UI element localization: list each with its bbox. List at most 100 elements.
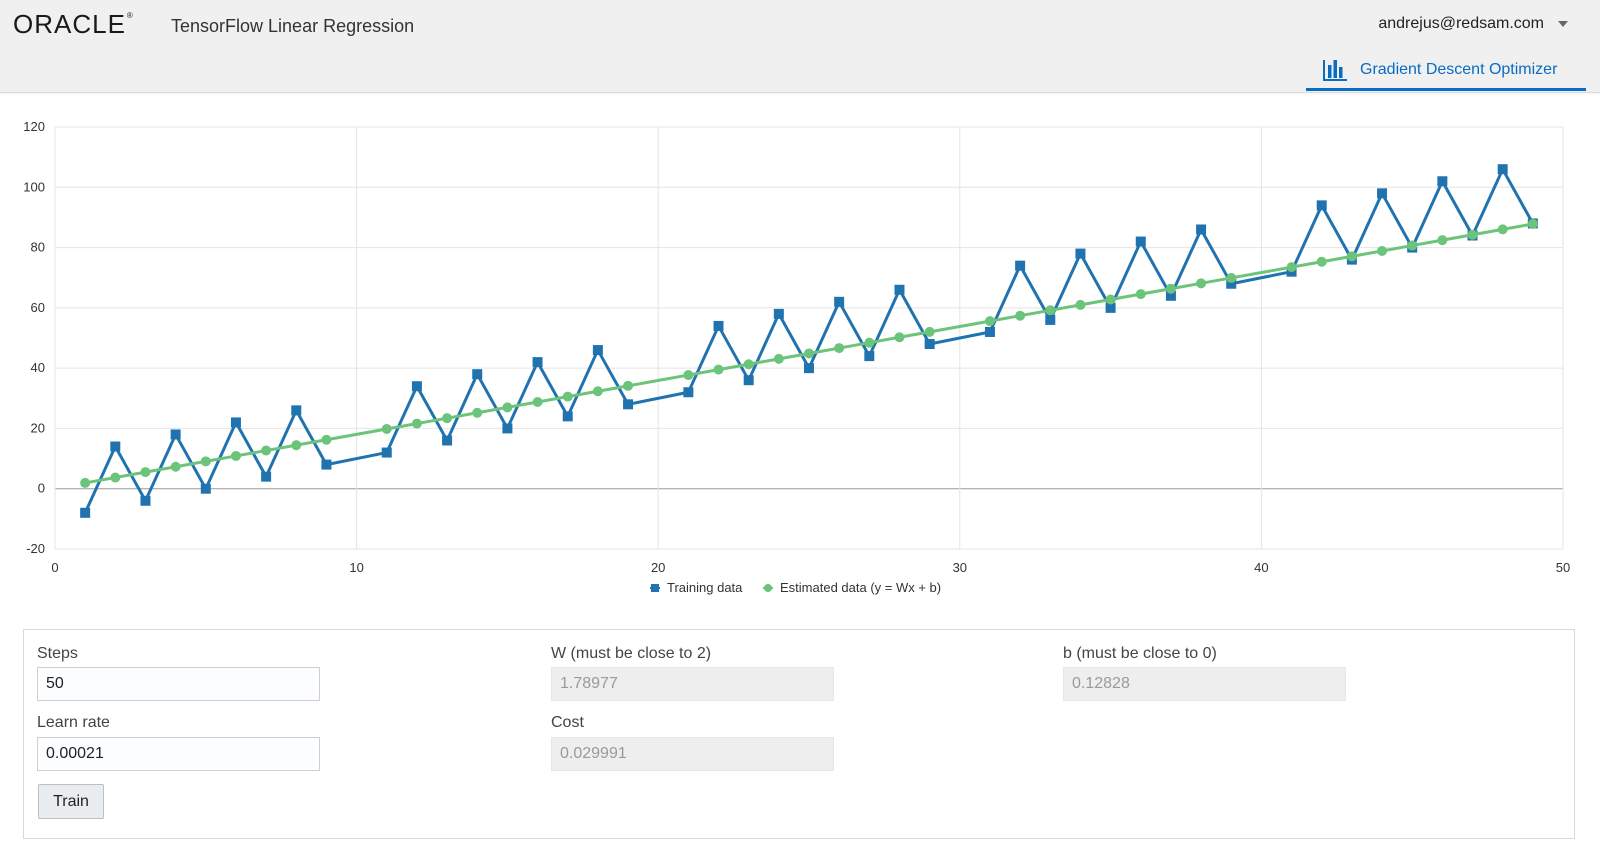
estimated-point xyxy=(1467,229,1478,240)
training-point xyxy=(170,429,181,440)
estimated-point xyxy=(1377,245,1388,256)
cost-output xyxy=(551,737,834,771)
estimated-point xyxy=(442,413,453,424)
steps-input[interactable] xyxy=(37,667,320,701)
estimated-point xyxy=(1135,289,1146,300)
bar-chart-icon xyxy=(1323,60,1347,81)
oracle-logo: ORACLE® xyxy=(13,9,134,39)
estimated-point xyxy=(804,348,814,359)
training-point xyxy=(472,369,483,380)
app-header: ORACLE® TensorFlow Linear Regression and… xyxy=(0,0,1600,93)
estimated-point xyxy=(984,316,995,327)
training-point xyxy=(592,345,603,356)
steps-label: Steps xyxy=(37,645,78,662)
training-line xyxy=(83,167,1535,514)
training-point xyxy=(773,308,784,319)
training-point xyxy=(291,405,302,416)
estimated-point xyxy=(623,380,634,391)
estimated-point xyxy=(562,391,573,402)
training-point xyxy=(924,339,935,350)
user-menu[interactable]: andrejus@redsam.com xyxy=(1378,15,1568,33)
training-point xyxy=(1497,164,1508,175)
estimated-point xyxy=(230,450,241,461)
y-tick-label: 40 xyxy=(31,360,45,375)
training-point xyxy=(1196,224,1207,235)
training-point xyxy=(1105,302,1116,313)
estimated-point xyxy=(1346,251,1357,262)
training-point xyxy=(1135,236,1146,247)
training-point xyxy=(562,411,573,422)
estimated-point xyxy=(1015,310,1026,321)
training-point xyxy=(894,284,905,295)
estimated-point xyxy=(472,407,483,418)
estimated-point xyxy=(291,440,302,451)
training-point xyxy=(1075,248,1086,259)
y-tick-label: 100 xyxy=(23,179,45,194)
training-point xyxy=(381,447,392,458)
b-label: b (must be close to 0) xyxy=(1063,645,1217,662)
estimated-point xyxy=(261,445,272,456)
b-output xyxy=(1063,667,1346,701)
chart-svg: -20 0 20 40 60 80 100 120 0 10 20 30 40 50 Training da… xyxy=(23,119,1570,595)
estimated-point xyxy=(381,423,392,434)
estimated-point xyxy=(532,397,543,408)
legend-estimated-marker xyxy=(764,584,772,592)
y-tick-label: 20 xyxy=(31,420,45,435)
y-tick-label: 60 xyxy=(31,300,45,315)
x-tick-label: 10 xyxy=(349,560,363,575)
training-point xyxy=(261,471,272,482)
estimated-point xyxy=(502,402,513,413)
training-point xyxy=(140,495,151,506)
training-point xyxy=(411,381,422,392)
y-tick-label: 80 xyxy=(31,240,45,255)
estimated-point xyxy=(592,386,603,397)
user-email: andrejus@redsam.com xyxy=(1378,15,1544,32)
estimated-point xyxy=(1226,272,1237,283)
x-tick-label: 40 xyxy=(1254,560,1268,575)
estimated-point xyxy=(1105,294,1116,305)
estimated-point xyxy=(713,364,724,375)
estimated-point xyxy=(200,456,211,467)
estimated-point xyxy=(1075,299,1086,310)
train-button[interactable]: Train xyxy=(38,784,104,819)
app-title: TensorFlow Linear Regression xyxy=(171,16,415,36)
estimated-point xyxy=(683,370,694,381)
cost-label: Cost xyxy=(551,714,584,731)
estimated-point xyxy=(1437,235,1448,246)
training-point xyxy=(713,320,724,331)
training-point xyxy=(1377,188,1388,199)
y-tick-label: -20 xyxy=(26,541,45,556)
training-point xyxy=(1316,200,1327,211)
training-point xyxy=(743,375,754,386)
caret-down-icon xyxy=(1558,21,1568,27)
tab-gradient-descent-optimizer[interactable]: Gradient Descent Optimizer xyxy=(1306,52,1586,91)
estimated-point xyxy=(743,359,754,370)
training-point xyxy=(1015,260,1026,271)
x-tick-label: 0 xyxy=(51,560,58,575)
estimated-point xyxy=(1407,240,1418,251)
x-tick-label: 30 xyxy=(953,560,967,575)
estimated-point xyxy=(411,418,422,429)
legend-training-marker xyxy=(651,584,659,592)
x-tick-label: 20 xyxy=(651,560,665,575)
w-output xyxy=(551,667,834,701)
estimated-point xyxy=(1497,224,1508,235)
training-point xyxy=(80,507,91,518)
regression-chart: -20 0 20 40 60 80 100 120 0 10 20 30 40 50 Training da… xyxy=(0,110,1600,610)
parameters-panel: Steps Learn rate W (must be close to 2) … xyxy=(23,629,1575,839)
training-point xyxy=(321,459,332,470)
learn-rate-label: Learn rate xyxy=(37,714,110,731)
training-point xyxy=(984,326,995,337)
estimated-point xyxy=(924,326,935,337)
learn-rate-input[interactable] xyxy=(37,737,320,771)
training-point xyxy=(230,417,241,428)
training-point xyxy=(623,399,634,410)
tab-label: Gradient Descent Optimizer xyxy=(1360,61,1558,78)
estimated-point xyxy=(170,461,181,472)
estimated-point xyxy=(1045,305,1056,316)
estimated-point xyxy=(110,472,121,483)
training-point xyxy=(110,441,121,452)
training-point xyxy=(1045,314,1056,325)
estimated-point xyxy=(1165,283,1176,294)
training-point xyxy=(532,357,543,368)
